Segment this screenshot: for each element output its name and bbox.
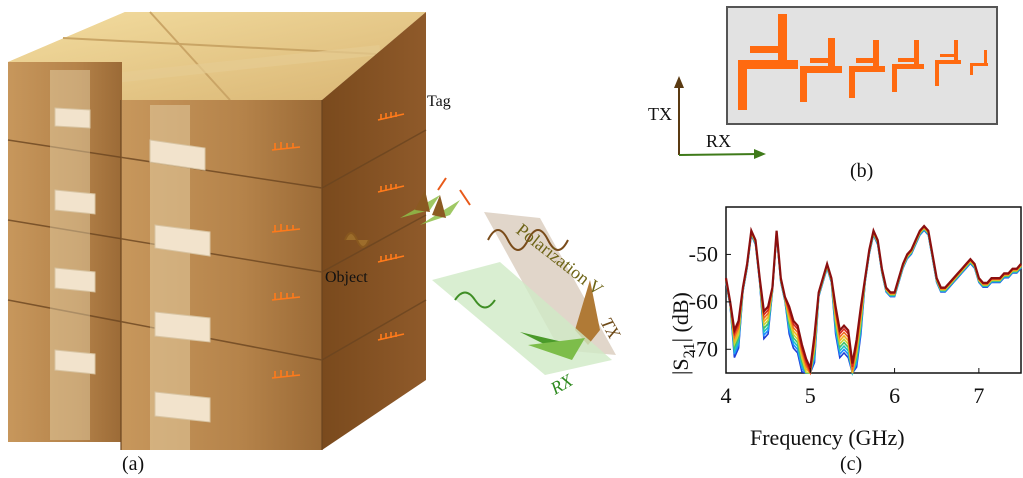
tx-axis-label: TX <box>648 104 672 124</box>
x-axis-label: Frequency (GHz) <box>750 425 905 450</box>
stack-right-face <box>322 12 426 450</box>
y-tick-label: -50 <box>689 241 718 266</box>
tag-array-elements <box>738 14 988 110</box>
y-tick-label: -60 <box>689 289 718 314</box>
panel-a-caption: (a) <box>122 453 144 475</box>
tx-rx-axes <box>674 76 684 155</box>
tag-array-panel <box>726 6 998 125</box>
tick-group: 4 5 6 7 -50 -60 -70 <box>689 241 985 408</box>
y-tick-label: -70 <box>689 336 718 361</box>
panel-c-caption: (c) <box>840 453 862 475</box>
x-tick-label: 5 <box>805 383 816 408</box>
object-label: Object <box>325 269 368 286</box>
s21-chart: 4 5 6 7 -50 -60 -70 Frequency (GHz) |S21| (dB)… <box>668 206 1022 475</box>
x-tick-label: 7 <box>973 383 984 408</box>
tag-label: Tag <box>427 93 451 110</box>
y-axis-label: |S21| (dB) <box>668 292 698 375</box>
panel-b-caption: (b) <box>850 160 873 182</box>
box-stack-illustration <box>7 11 427 450</box>
wave-propagation-illustration <box>344 177 616 375</box>
rx-axis-label: RX <box>706 131 731 151</box>
rfid-tag-icons <box>271 112 405 379</box>
rx-plane-label: RX <box>546 370 577 399</box>
x-tick-label: 4 <box>721 383 732 408</box>
stack-front-face <box>121 100 322 450</box>
series-group <box>724 224 1022 377</box>
x-tick-label: 6 <box>889 383 900 408</box>
series-line <box>724 224 1022 373</box>
